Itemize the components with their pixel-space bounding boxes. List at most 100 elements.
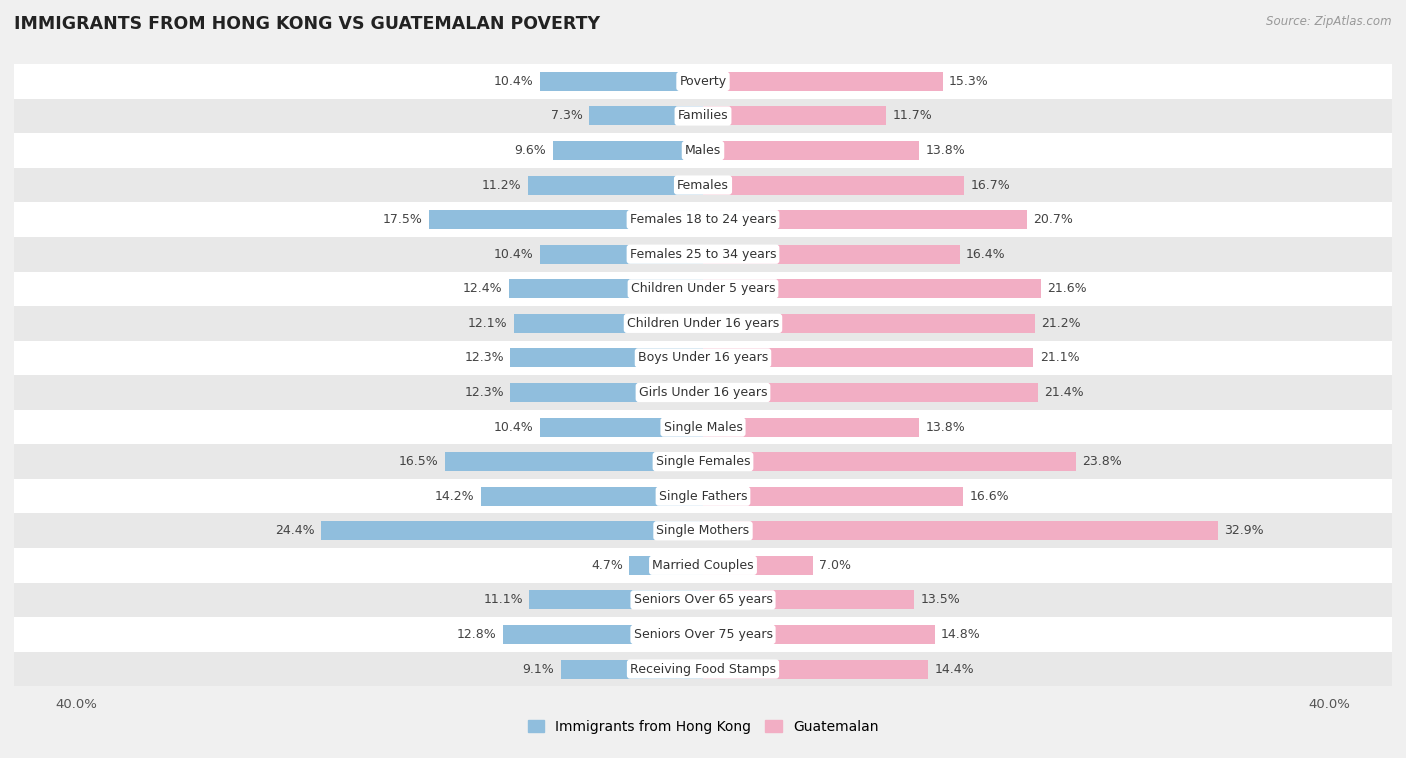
Bar xyxy=(429,210,703,229)
Text: 13.8%: 13.8% xyxy=(925,144,965,157)
Bar xyxy=(703,487,963,506)
Text: 24.4%: 24.4% xyxy=(276,525,315,537)
Bar xyxy=(502,625,703,644)
Bar xyxy=(0,513,1406,548)
Bar xyxy=(703,314,1035,333)
Text: 13.5%: 13.5% xyxy=(921,594,960,606)
Bar xyxy=(703,72,942,91)
Bar xyxy=(321,522,703,540)
Bar xyxy=(0,652,1406,686)
Bar xyxy=(703,349,1033,368)
Bar xyxy=(703,176,965,195)
Text: 12.1%: 12.1% xyxy=(468,317,508,330)
Bar xyxy=(703,106,886,126)
Text: 32.9%: 32.9% xyxy=(1225,525,1264,537)
Bar xyxy=(540,418,703,437)
Text: 12.3%: 12.3% xyxy=(464,386,505,399)
Text: 21.4%: 21.4% xyxy=(1045,386,1084,399)
Bar xyxy=(0,479,1406,513)
Text: 4.7%: 4.7% xyxy=(592,559,623,572)
Bar xyxy=(0,237,1406,271)
Text: Source: ZipAtlas.com: Source: ZipAtlas.com xyxy=(1267,15,1392,28)
Bar xyxy=(703,383,1038,402)
Text: Receiving Food Stamps: Receiving Food Stamps xyxy=(630,662,776,675)
Text: 9.1%: 9.1% xyxy=(523,662,554,675)
Bar xyxy=(703,279,1042,299)
Text: 11.2%: 11.2% xyxy=(482,179,522,192)
Text: 11.7%: 11.7% xyxy=(893,109,932,123)
Bar xyxy=(540,245,703,264)
Bar xyxy=(703,659,928,678)
Text: 16.7%: 16.7% xyxy=(970,179,1011,192)
Bar xyxy=(703,556,813,575)
Text: Females: Females xyxy=(678,179,728,192)
Text: 12.3%: 12.3% xyxy=(464,352,505,365)
Text: Single Females: Single Females xyxy=(655,455,751,468)
Bar xyxy=(0,306,1406,340)
Text: 16.6%: 16.6% xyxy=(969,490,1010,503)
Text: 12.4%: 12.4% xyxy=(463,282,502,296)
Bar xyxy=(510,383,703,402)
Bar xyxy=(703,141,920,160)
Text: Boys Under 16 years: Boys Under 16 years xyxy=(638,352,768,365)
Text: 14.4%: 14.4% xyxy=(935,662,974,675)
Text: Poverty: Poverty xyxy=(679,75,727,88)
Bar xyxy=(553,141,703,160)
Text: IMMIGRANTS FROM HONG KONG VS GUATEMALAN POVERTY: IMMIGRANTS FROM HONG KONG VS GUATEMALAN … xyxy=(14,15,600,33)
Text: Children Under 16 years: Children Under 16 years xyxy=(627,317,779,330)
Text: Females 18 to 24 years: Females 18 to 24 years xyxy=(630,213,776,226)
Text: 10.4%: 10.4% xyxy=(494,248,534,261)
Bar xyxy=(513,314,703,333)
Text: 14.8%: 14.8% xyxy=(941,628,981,641)
Bar xyxy=(703,418,920,437)
Text: 13.8%: 13.8% xyxy=(925,421,965,434)
Text: 16.5%: 16.5% xyxy=(399,455,439,468)
Legend: Immigrants from Hong Kong, Guatemalan: Immigrants from Hong Kong, Guatemalan xyxy=(522,714,884,740)
Bar xyxy=(527,176,703,195)
Bar xyxy=(0,202,1406,237)
Text: 21.1%: 21.1% xyxy=(1039,352,1080,365)
Text: Females 25 to 34 years: Females 25 to 34 years xyxy=(630,248,776,261)
Text: Seniors Over 65 years: Seniors Over 65 years xyxy=(634,594,772,606)
Text: Single Mothers: Single Mothers xyxy=(657,525,749,537)
Text: Families: Families xyxy=(678,109,728,123)
Bar xyxy=(0,583,1406,617)
Text: 9.6%: 9.6% xyxy=(515,144,547,157)
Text: Single Fathers: Single Fathers xyxy=(659,490,747,503)
Text: 17.5%: 17.5% xyxy=(382,213,423,226)
Bar xyxy=(703,522,1218,540)
Bar xyxy=(540,72,703,91)
Text: 21.6%: 21.6% xyxy=(1047,282,1087,296)
Bar xyxy=(703,210,1028,229)
Bar xyxy=(589,106,703,126)
Bar xyxy=(0,548,1406,583)
Bar xyxy=(703,452,1076,471)
Text: Single Males: Single Males xyxy=(664,421,742,434)
Text: Children Under 5 years: Children Under 5 years xyxy=(631,282,775,296)
Bar xyxy=(0,271,1406,306)
Bar xyxy=(0,375,1406,410)
Text: 15.3%: 15.3% xyxy=(949,75,988,88)
Text: 14.2%: 14.2% xyxy=(434,490,474,503)
Text: 12.8%: 12.8% xyxy=(457,628,496,641)
Text: Married Couples: Married Couples xyxy=(652,559,754,572)
Bar xyxy=(481,487,703,506)
Bar xyxy=(0,617,1406,652)
Text: Girls Under 16 years: Girls Under 16 years xyxy=(638,386,768,399)
Text: 21.2%: 21.2% xyxy=(1042,317,1081,330)
Text: 10.4%: 10.4% xyxy=(494,421,534,434)
Bar xyxy=(630,556,703,575)
Bar xyxy=(444,452,703,471)
Text: 7.3%: 7.3% xyxy=(551,109,582,123)
Bar xyxy=(0,133,1406,168)
Bar xyxy=(0,64,1406,99)
Bar xyxy=(0,444,1406,479)
Text: 10.4%: 10.4% xyxy=(494,75,534,88)
Bar xyxy=(703,625,935,644)
Text: Males: Males xyxy=(685,144,721,157)
Text: 23.8%: 23.8% xyxy=(1083,455,1122,468)
Text: 7.0%: 7.0% xyxy=(818,559,851,572)
Bar xyxy=(509,279,703,299)
Bar xyxy=(0,168,1406,202)
Bar xyxy=(703,245,960,264)
